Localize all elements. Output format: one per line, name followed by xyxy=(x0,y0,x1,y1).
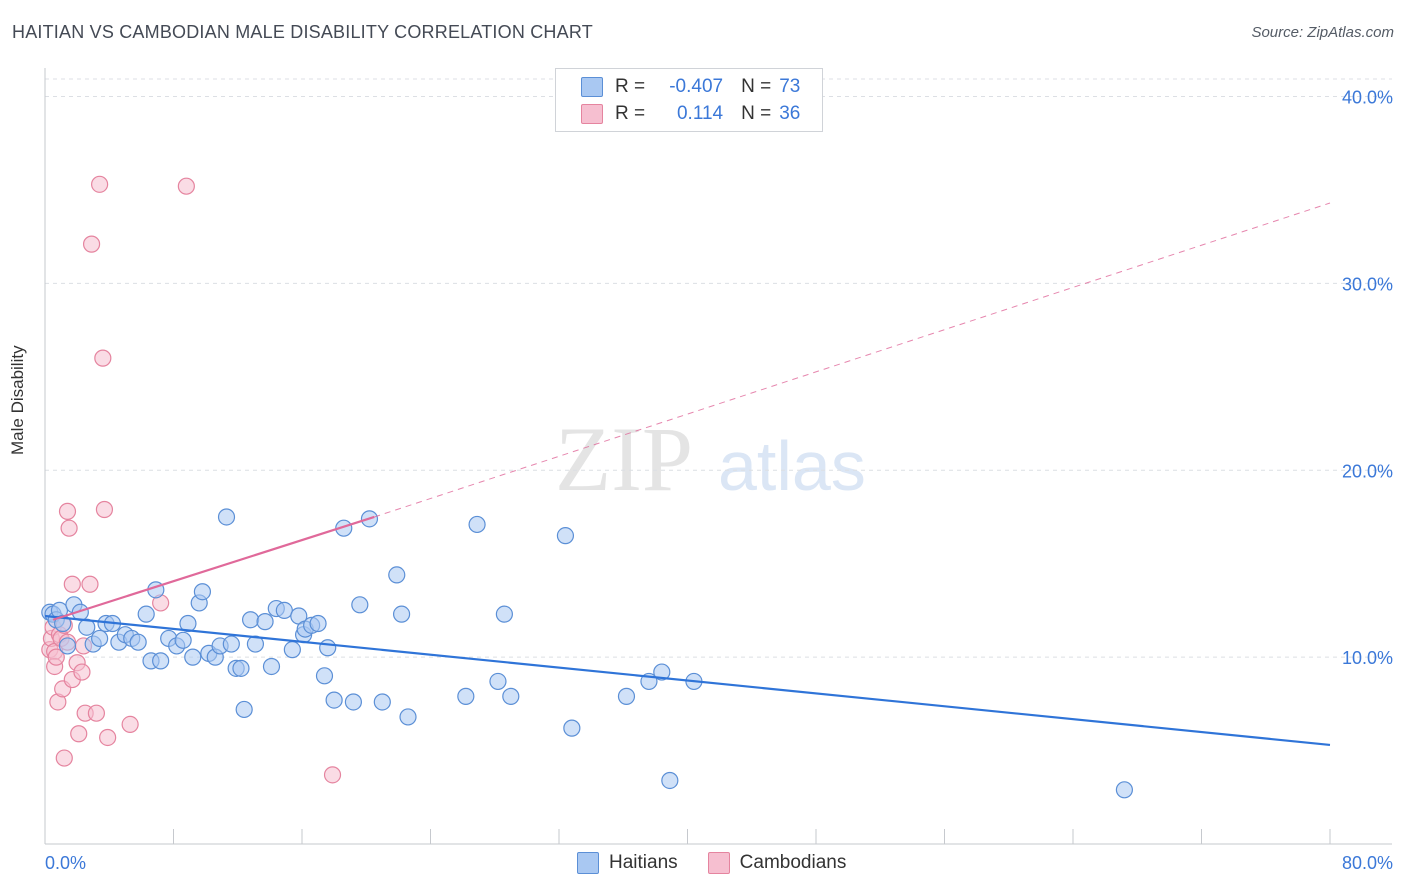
haitian-point xyxy=(184,648,202,666)
cambodian-point xyxy=(99,728,117,747)
cambodian-legend-swatch xyxy=(707,852,730,874)
haitian-point xyxy=(388,566,406,584)
x-tick-label: 80.0% xyxy=(1342,853,1393,873)
cambodian-point xyxy=(63,575,81,593)
haitian-point xyxy=(399,708,417,726)
cambodian-point xyxy=(94,349,112,367)
cambodian-point xyxy=(60,519,78,537)
y-tick-label: 10.0% xyxy=(1342,648,1393,668)
haitian-point xyxy=(563,719,581,737)
haitian-point xyxy=(129,633,147,651)
legend-label-cambodians: Cambodians xyxy=(739,852,847,873)
haitian-point xyxy=(468,515,486,534)
haitian-legend-swatch xyxy=(577,852,599,874)
cambodian-point xyxy=(70,725,88,743)
cambodian-point xyxy=(47,648,65,666)
haitian-point xyxy=(262,657,281,676)
cambodian-trend-extension xyxy=(374,202,1331,518)
cambodian-point xyxy=(91,175,109,193)
haitian-point xyxy=(617,687,636,705)
cambodian-point xyxy=(121,715,139,734)
cambodian-point xyxy=(177,177,195,195)
haitian-point xyxy=(392,605,411,623)
haitian-point xyxy=(256,613,274,631)
cambodian-point xyxy=(87,704,106,722)
x-tick-label: 0.0% xyxy=(45,853,86,873)
haitian-point xyxy=(232,659,250,677)
haitian-point xyxy=(315,667,334,685)
cambodian-point xyxy=(323,766,342,784)
haitian-point xyxy=(489,672,507,691)
haitian-point xyxy=(193,583,212,601)
legend-n-label: N = xyxy=(741,76,772,97)
y-tick-label: 40.0% xyxy=(1342,88,1393,108)
haitian-point xyxy=(152,652,170,670)
haitian-point xyxy=(457,687,475,705)
source-credit: Source: ZipAtlas.com xyxy=(1251,24,1394,41)
haitian-point xyxy=(309,614,327,633)
y-tick-label: 30.0% xyxy=(1342,274,1393,294)
haitian-swatch xyxy=(581,77,603,97)
cambodian-point xyxy=(73,663,91,681)
haitian-point xyxy=(502,687,520,705)
watermark-zip: ZIP xyxy=(555,408,693,510)
haitian-point xyxy=(91,629,109,648)
haitian-point xyxy=(242,611,260,629)
legend-r-label: R = xyxy=(615,103,646,124)
haitian-point xyxy=(217,508,236,526)
legend-r-label: R = xyxy=(615,76,646,97)
haitian-point xyxy=(54,614,72,633)
haitian-point xyxy=(344,693,362,711)
legend-n-value: 73 xyxy=(779,76,801,97)
legend-item-cambodians[interactable]: Cambodians xyxy=(707,852,847,874)
legend-n-value: 36 xyxy=(779,103,801,124)
cambodian-point xyxy=(58,502,77,520)
correlation-legend: R = -0.407 N = 73 R = 0.114 N = 36 xyxy=(555,68,823,132)
haitian-point xyxy=(653,663,671,681)
cambodian-trend-line xyxy=(52,515,375,621)
legend-row-cambodians: R = 0.114 N = 36 xyxy=(581,102,800,126)
cambodian-point xyxy=(82,235,101,253)
y-axis-label: Male Disability xyxy=(8,345,27,455)
haitian-point xyxy=(373,693,391,711)
watermark-atlas: atlas xyxy=(718,427,866,505)
haitian-point xyxy=(179,614,197,633)
haitian-point xyxy=(495,605,513,623)
cambodian-point xyxy=(55,749,73,767)
haitian-point xyxy=(58,637,77,655)
haitian-point xyxy=(351,596,369,614)
haitian-point xyxy=(222,635,240,653)
legend-item-haitians[interactable]: Haitians xyxy=(577,852,678,874)
haitian-point xyxy=(556,527,575,545)
haitian-trend-line xyxy=(44,614,1331,747)
haitian-point xyxy=(1115,781,1134,799)
chart-title: HAITIAN VS CAMBODIAN MALE DISABILITY COR… xyxy=(12,22,593,42)
haitian-point xyxy=(325,691,343,709)
legend-r-value: 0.114 xyxy=(676,103,724,124)
y-tick-label: 20.0% xyxy=(1342,461,1393,481)
cambodian-point xyxy=(95,500,114,519)
cambodian-swatch xyxy=(581,104,603,124)
legend-row-haitians: R = -0.407 N = 73 xyxy=(581,75,800,99)
haitian-point xyxy=(319,639,337,657)
haitian-point xyxy=(235,700,253,719)
legend-n-label: N = xyxy=(741,103,772,124)
haitian-point xyxy=(283,641,301,659)
legend-label-haitians: Haitians xyxy=(609,852,678,873)
legend-r-value: -0.407 xyxy=(669,76,724,97)
haitian-point xyxy=(137,605,155,623)
haitian-point xyxy=(275,601,293,620)
haitian-point xyxy=(661,771,679,790)
haitian-point xyxy=(174,631,192,649)
cambodian-point xyxy=(81,575,99,593)
series-legend: Haitians Cambodians xyxy=(577,852,876,874)
